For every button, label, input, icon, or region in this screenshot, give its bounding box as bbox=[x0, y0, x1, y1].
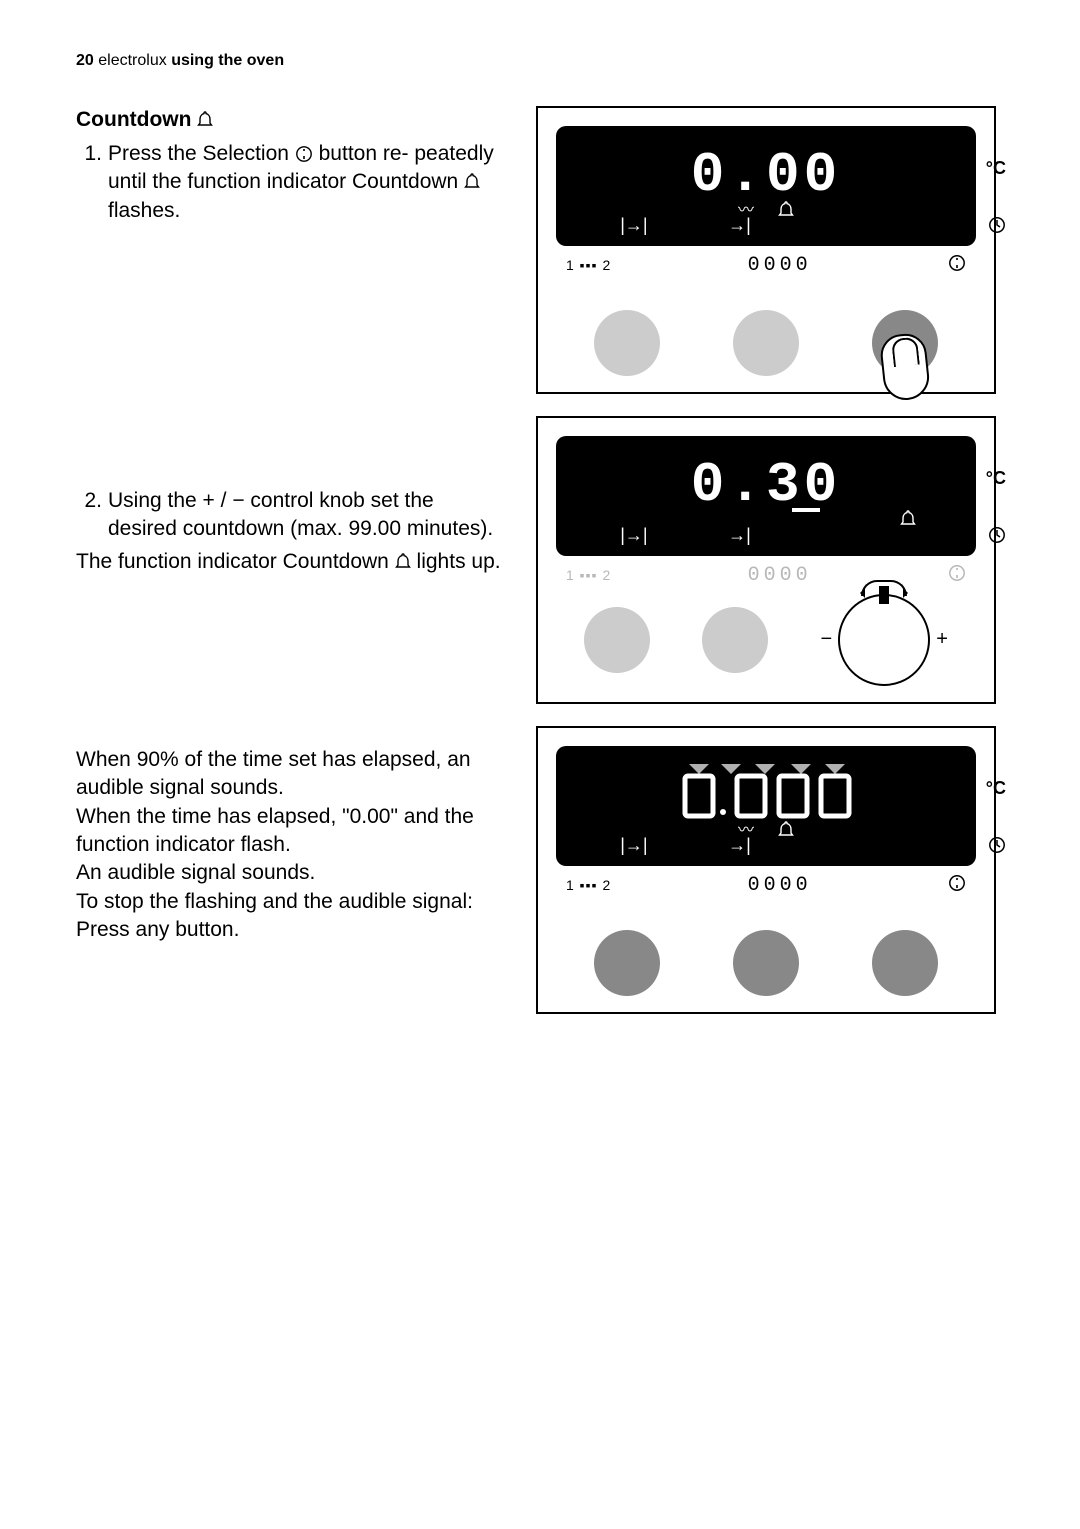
plus-label: + bbox=[936, 626, 948, 653]
degc-label: °C bbox=[986, 466, 1006, 490]
knob-right-turn bbox=[838, 594, 930, 686]
section-title: Countdown bbox=[76, 106, 506, 134]
knob-row: − + bbox=[538, 594, 994, 686]
clock-icon bbox=[988, 522, 1006, 549]
clock-icon bbox=[988, 832, 1006, 859]
lcd-display: 0.30 |→| →| °C bbox=[556, 436, 976, 556]
bell-icon bbox=[464, 173, 480, 191]
knob-center bbox=[702, 607, 768, 673]
step-body: Press the Selection button re- peatedly … bbox=[108, 140, 506, 225]
knob-row bbox=[538, 930, 994, 996]
end-icon: →| bbox=[728, 833, 751, 857]
icon-row: |→| →| bbox=[556, 213, 976, 237]
knob-left bbox=[594, 310, 660, 376]
step-1: 1. Press the Selection button re- peated… bbox=[76, 140, 506, 225]
para-stop: To stop the flashing and the audible sig… bbox=[76, 888, 506, 916]
clock-alert-icon bbox=[948, 254, 966, 276]
knob-right-pressed bbox=[872, 310, 938, 376]
para-audible: An audible signal sounds. bbox=[76, 859, 506, 887]
oven-panel-illustration-3: 〰 |→| →| °C 1 ▪▪▪ 2 0000 bbox=[536, 726, 996, 1014]
temp-readout: 0000 bbox=[748, 252, 812, 279]
title-text: Countdown bbox=[76, 106, 191, 134]
zones-label: 1 ▪▪▪ 2 bbox=[566, 256, 611, 275]
step-number: 2. bbox=[76, 487, 102, 544]
knob-right bbox=[872, 930, 938, 996]
end-icon: →| bbox=[728, 523, 751, 547]
degc-label: °C bbox=[986, 776, 1006, 800]
step-number: 1. bbox=[76, 140, 102, 225]
step-body: Using the + / − control knob set the des… bbox=[108, 487, 506, 544]
duration-icon: |→| bbox=[620, 213, 647, 237]
bell-icon bbox=[395, 553, 411, 571]
under-row: 1 ▪▪▪ 2 0000 bbox=[556, 872, 976, 899]
degc-label: °C bbox=[986, 156, 1006, 180]
oven-panel-illustration-1: 0.00 〰 |→| →| °C 1 ▪▪▪ 2 0000 bbox=[536, 106, 996, 394]
knob-left bbox=[594, 930, 660, 996]
flashing-display bbox=[671, 764, 861, 820]
lcd-display: 〰 |→| →| °C bbox=[556, 746, 976, 866]
turn-knob-group: − + bbox=[821, 594, 948, 686]
temp-readout: 0000 bbox=[748, 562, 812, 589]
duration-icon: |→| bbox=[620, 523, 647, 547]
temp-readout: 0000 bbox=[748, 872, 812, 899]
clock-alert-icon bbox=[948, 564, 966, 586]
section-text: using the oven bbox=[171, 52, 284, 69]
para-elapsed: When the time has elapsed, "0.00" and th… bbox=[76, 803, 506, 860]
end-icon: →| bbox=[728, 213, 751, 237]
page-header: 20 electrolux using the oven bbox=[76, 50, 1004, 72]
under-row: 1 ▪▪▪ 2 0000 bbox=[556, 252, 976, 279]
minus-label: − bbox=[821, 626, 833, 653]
clock-icon bbox=[988, 212, 1006, 239]
knob-row bbox=[538, 310, 994, 376]
icon-row: |→| →| bbox=[556, 833, 976, 857]
oven-panel-illustration-2: 0.30 |→| →| °C 1 ▪▪▪ 2 0000 bbox=[536, 416, 996, 704]
icon-row: |→| →| bbox=[556, 523, 976, 547]
zones-label: 1 ▪▪▪ 2 bbox=[566, 566, 611, 585]
step-2: 2. Using the + / − control knob set the … bbox=[76, 487, 506, 544]
page-number: 20 bbox=[76, 52, 94, 69]
follow-text: The function indicator Countdown lights … bbox=[76, 548, 506, 576]
lcd-display: 0.00 〰 |→| →| °C bbox=[556, 126, 976, 246]
knob-left bbox=[584, 607, 650, 673]
knob-center bbox=[733, 310, 799, 376]
finger-icon bbox=[878, 331, 931, 401]
under-row-faded: 1 ▪▪▪ 2 0000 bbox=[556, 562, 976, 589]
duration-icon: |→| bbox=[620, 833, 647, 857]
para-press: Press any button. bbox=[76, 916, 506, 944]
clock-alert-icon bbox=[948, 874, 966, 896]
knob-center bbox=[733, 930, 799, 996]
para-90pct: When 90% of the time set has elapsed, an… bbox=[76, 746, 506, 803]
brand-text: electrolux bbox=[98, 52, 166, 69]
clock-alert-icon bbox=[295, 145, 313, 163]
zones-label: 1 ▪▪▪ 2 bbox=[566, 876, 611, 895]
bell-icon bbox=[197, 111, 213, 129]
